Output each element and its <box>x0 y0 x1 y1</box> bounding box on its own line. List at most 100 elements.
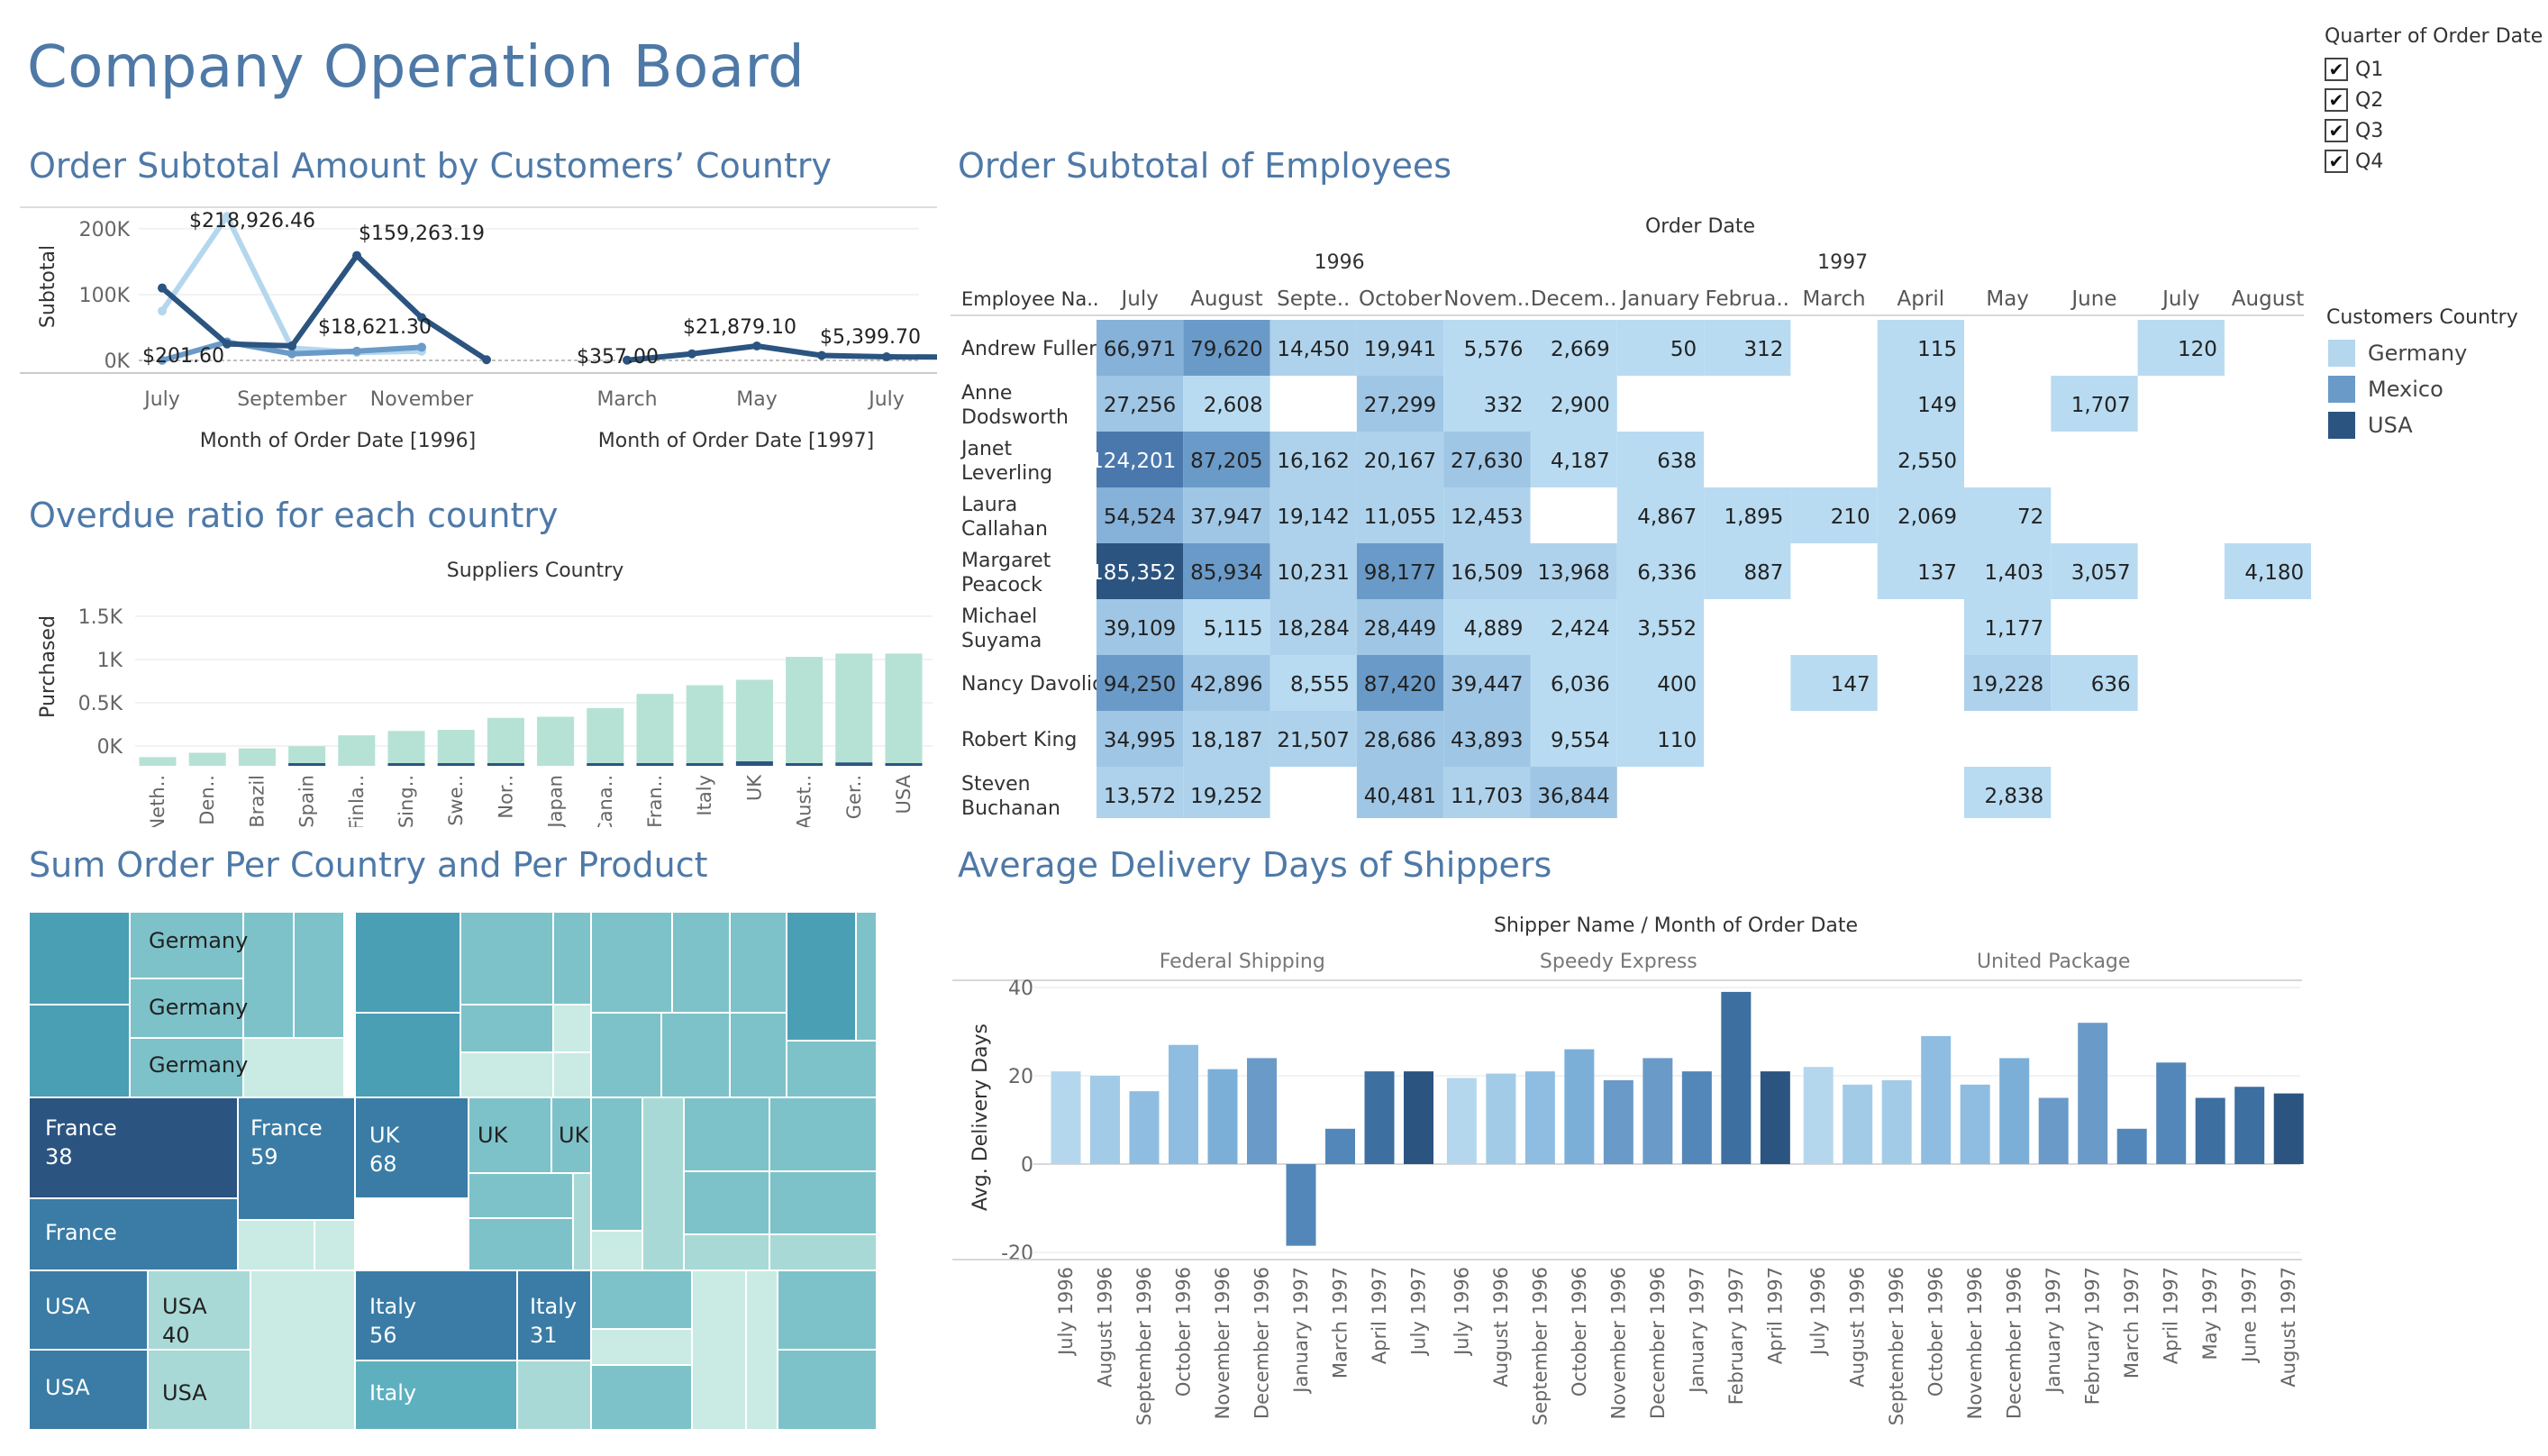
delivery-bar[interactable] <box>1090 1076 1120 1164</box>
data-point[interactable] <box>158 306 167 316</box>
heatmap-cell[interactable] <box>1097 376 1184 432</box>
heatmap-cell[interactable] <box>1616 655 1705 711</box>
heatmap-cell[interactable] <box>1443 767 1531 818</box>
heatmap-cell[interactable] <box>1183 767 1270 818</box>
legend-item-usa[interactable]: USA <box>2328 409 2413 441</box>
delivery-bar[interactable] <box>1643 1058 1673 1164</box>
data-point[interactable] <box>287 349 296 359</box>
delivery-bar[interactable] <box>2156 1062 2187 1164</box>
data-point[interactable] <box>223 339 232 349</box>
treemap-cell[interactable] <box>28 911 131 1006</box>
bar-purchased[interactable] <box>587 707 624 766</box>
bar-overdue[interactable] <box>387 763 425 766</box>
treemap-cell[interactable] <box>516 1269 592 1361</box>
bar-purchased[interactable] <box>537 716 575 766</box>
treemap-cell[interactable] <box>590 1364 693 1431</box>
series-line-usa[interactable] <box>626 343 937 363</box>
heatmap-cell[interactable] <box>1097 432 1184 487</box>
heatmap-cell[interactable] <box>1443 320 1531 376</box>
heatmap-cell[interactable] <box>1356 487 1444 543</box>
heatmap-cell[interactable] <box>1530 376 1617 432</box>
data-point[interactable] <box>352 346 361 356</box>
heatmap-cell[interactable] <box>1877 432 1964 487</box>
bar-purchased[interactable] <box>338 735 376 766</box>
heatmap-cell[interactable] <box>1443 599 1531 655</box>
heatmap-cell[interactable] <box>1704 320 1791 376</box>
treemap-cell[interactable] <box>516 1360 592 1431</box>
bar-overdue[interactable] <box>437 763 475 766</box>
delivery-bar[interactable] <box>1169 1044 1198 1164</box>
treemap-cell[interactable] <box>354 1097 469 1199</box>
heatmap-cell[interactable] <box>1964 487 2052 543</box>
treemap-cell[interactable] <box>590 1230 643 1271</box>
heatmap-cell[interactable] <box>1704 543 1791 599</box>
heatmap-cell[interactable] <box>1097 320 1184 376</box>
heatmap-cell[interactable] <box>2051 543 2138 599</box>
data-point[interactable] <box>287 341 296 350</box>
heatmap-cell[interactable] <box>1616 599 1705 655</box>
delivery-bar[interactable] <box>1843 1084 1873 1164</box>
checkbox-checked-icon[interactable]: ✔ <box>2325 119 2348 142</box>
bar-purchased[interactable] <box>437 730 475 766</box>
heatmap-cell[interactable] <box>1097 711 1184 767</box>
treemap-cell[interactable] <box>660 1012 731 1098</box>
data-point[interactable] <box>352 250 361 260</box>
legend-item-germany[interactable]: Germany <box>2328 337 2467 369</box>
delivery-bar[interactable] <box>1207 1069 1238 1164</box>
heatmap-cell[interactable] <box>1269 655 1357 711</box>
heatmap-cell[interactable] <box>1269 320 1357 376</box>
treemap-cell[interactable] <box>552 1004 592 1053</box>
delivery-bar[interactable] <box>2116 1128 2147 1164</box>
data-point[interactable] <box>158 283 167 293</box>
country-product-treemap[interactable]: Germany Germany Germany France 38 France 5… <box>28 911 878 1431</box>
bar-purchased[interactable] <box>636 694 674 766</box>
heatmap-cell[interactable] <box>1616 543 1705 599</box>
data-point[interactable] <box>623 355 632 365</box>
heatmap-cell[interactable] <box>1443 543 1531 599</box>
quarter-filter-q3[interactable]: ✔ Q3 <box>2325 117 2383 144</box>
quarter-filter-q4[interactable]: ✔ Q4 <box>2325 148 2383 175</box>
heatmap-cell[interactable] <box>1356 767 1444 818</box>
delivery-bar[interactable] <box>2038 1097 2069 1165</box>
delivery-bar[interactable] <box>1921 1035 1952 1164</box>
treemap-cell[interactable] <box>237 1097 356 1221</box>
treemap-cell[interactable] <box>729 911 787 1014</box>
delivery-bar[interactable] <box>1247 1058 1277 1164</box>
delivery-bar[interactable] <box>1564 1049 1595 1164</box>
delivery-bar[interactable] <box>1325 1128 1355 1164</box>
bar-overdue[interactable] <box>288 763 326 766</box>
heatmap-cell[interactable] <box>2051 376 2138 432</box>
heatmap-cell[interactable] <box>1530 599 1617 655</box>
heatmap-cell[interactable] <box>1877 320 1964 376</box>
heatmap-cell[interactable] <box>1964 655 2052 711</box>
data-point[interactable] <box>752 341 761 351</box>
treemap-cell[interactable] <box>460 1051 554 1098</box>
treemap-cell[interactable] <box>590 911 673 1014</box>
data-point[interactable] <box>223 212 232 222</box>
treemap-cell[interactable] <box>855 911 878 1042</box>
heatmap-cell[interactable] <box>1530 711 1617 767</box>
treemap-cell[interactable] <box>786 911 857 1042</box>
treemap-cell[interactable] <box>745 1269 778 1431</box>
heatmap-cell[interactable] <box>2224 543 2311 599</box>
heatmap-cell[interactable] <box>1877 543 1964 599</box>
treemap-cell[interactable] <box>590 1012 662 1098</box>
heatmap-cell[interactable] <box>1097 487 1184 543</box>
treemap-cell[interactable] <box>147 1349 251 1431</box>
heatmap-cell[interactable] <box>1877 487 1964 543</box>
heatmap-cell[interactable] <box>1183 487 1270 543</box>
treemap-cell[interactable] <box>460 1004 554 1053</box>
delivery-bar[interactable] <box>1603 1079 1633 1164</box>
delivery-bar[interactable] <box>1524 1071 1555 1164</box>
delivery-bar[interactable] <box>1803 1067 1834 1164</box>
bar-purchased[interactable] <box>238 748 276 766</box>
employee-heatmap[interactable]: Order Date 1996 1997 Employee Na.. July Augus… <box>951 205 2311 818</box>
delivery-bar[interactable] <box>1446 1078 1477 1164</box>
treemap-cell[interactable] <box>671 911 731 1014</box>
heatmap-cell[interactable] <box>1704 487 1791 543</box>
treemap-cell[interactable] <box>28 1349 149 1431</box>
delivery-bar[interactable] <box>1051 1071 1081 1164</box>
treemap-cell[interactable] <box>590 1269 693 1330</box>
heatmap-cell[interactable] <box>1183 711 1270 767</box>
heatmap-cell[interactable] <box>1183 655 1270 711</box>
